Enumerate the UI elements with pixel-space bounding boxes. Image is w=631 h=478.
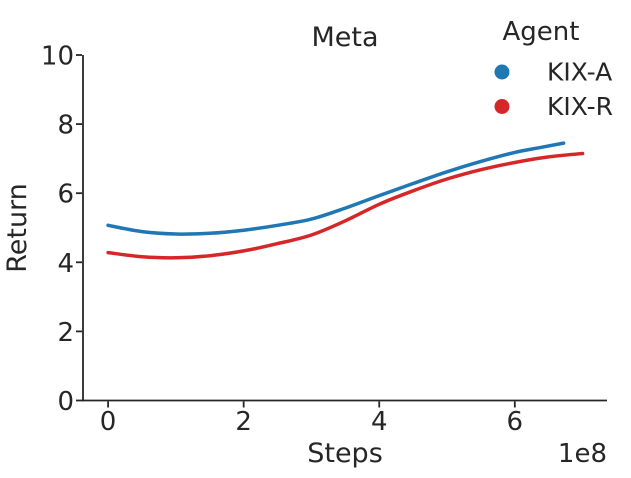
legend-marker-kix-r bbox=[494, 99, 510, 114]
legend-label-kix-r: KIX-R bbox=[547, 92, 613, 121]
y-tick-label: 0 bbox=[57, 387, 74, 417]
x-axis-offset-label: 1e8 bbox=[558, 439, 607, 469]
y-tick-label: 4 bbox=[57, 249, 74, 279]
x-tick-label: 4 bbox=[371, 407, 388, 437]
legend-title: Agent bbox=[503, 17, 580, 47]
y-axis-label: Return bbox=[2, 183, 33, 273]
y-tick-label: 8 bbox=[57, 111, 74, 141]
y-tick-label: 10 bbox=[41, 42, 74, 72]
x-tick-label: 6 bbox=[507, 407, 524, 437]
y-tick-label: 6 bbox=[57, 180, 74, 210]
axes: 0 2 4 6 0 2 4 6 8 10 bbox=[41, 42, 607, 437]
series-line-kix-r bbox=[106, 151, 585, 260]
x-tick-label: 0 bbox=[100, 407, 117, 437]
legend: Agent KIX-A KIX-R bbox=[494, 17, 613, 121]
x-axis-label: Steps bbox=[307, 438, 383, 469]
legend-label-kix-a: KIX-A bbox=[547, 58, 612, 87]
y-tick-label: 2 bbox=[57, 318, 74, 348]
series-line-kix-a bbox=[106, 141, 566, 236]
legend-marker-kix-a bbox=[494, 64, 510, 80]
x-tick-label: 2 bbox=[235, 407, 252, 437]
legend-entries: KIX-A KIX-R bbox=[494, 58, 613, 121]
chart-title: Meta bbox=[311, 22, 378, 53]
series-lines bbox=[106, 141, 585, 260]
